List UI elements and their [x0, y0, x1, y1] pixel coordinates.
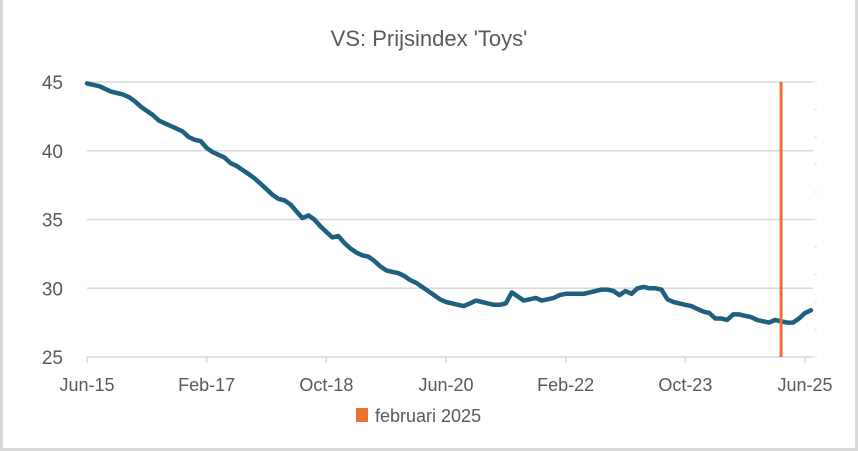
x-axis: Jun-15 Feb-17 Oct-18 Jun-20 Feb-22 Oct-23 Jun-… — [59, 356, 833, 395]
legend: februari 2025 — [356, 406, 481, 426]
chart-title: VS: Prijsindex 'Toys' — [331, 26, 528, 51]
y-tick-label: 25 — [42, 348, 63, 369]
y-tick-label: 45 — [42, 73, 63, 94]
x-tick-label: Jun-15 — [59, 375, 114, 395]
series-layer — [84, 81, 814, 325]
y-tick-label: 30 — [42, 279, 63, 300]
x-tick-label: Oct-18 — [299, 375, 353, 395]
y-tick-label: 40 — [42, 142, 63, 163]
secondary-axis-ticks — [814, 81, 817, 358]
legend-label-februari-2025: februari 2025 — [375, 406, 481, 426]
x-tick-label: Jun-20 — [418, 375, 473, 395]
series-line-toys — [84, 81, 814, 325]
y-axis: 25 30 35 40 45 — [42, 73, 63, 369]
x-tick-label: Oct-23 — [658, 375, 712, 395]
x-tick-label: Feb-22 — [537, 375, 594, 395]
gridlines — [87, 81, 813, 289]
legend-swatch-februari-2025 — [356, 408, 368, 422]
y-tick-label: 35 — [42, 211, 63, 232]
x-tick-label: Jun-25 — [777, 375, 832, 395]
x-tick-label: Feb-17 — [178, 375, 235, 395]
